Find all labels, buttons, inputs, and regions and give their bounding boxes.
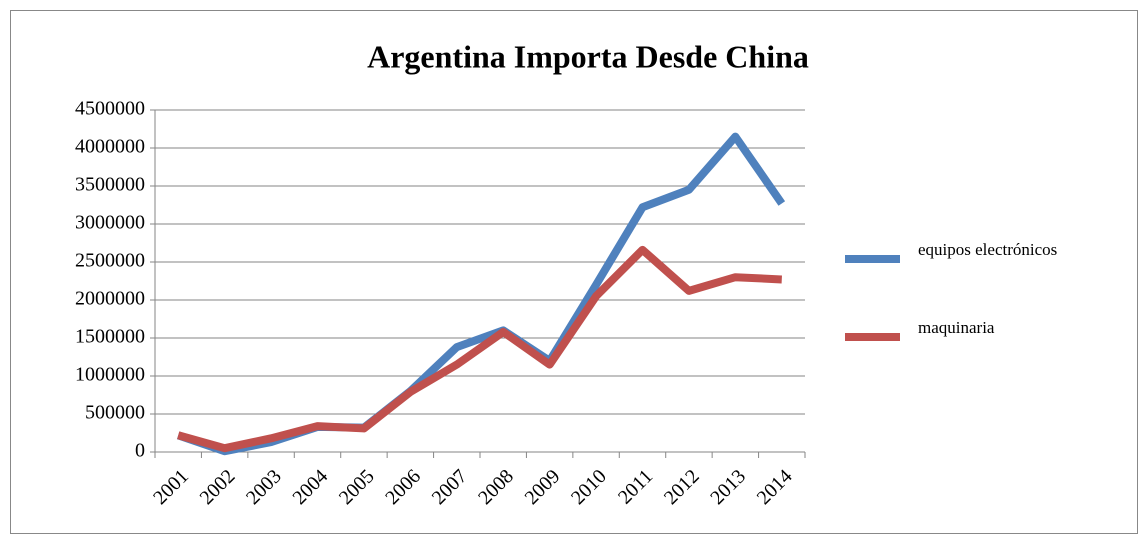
- line-series: [177, 245, 782, 453]
- y-tick-label: 2000000: [75, 288, 145, 310]
- y-tick-label: 1000000: [75, 364, 145, 386]
- legend-label: equipos electrónicos: [918, 240, 1057, 259]
- y-tick-label: 3500000: [75, 174, 145, 196]
- y-tick-label: 4500000: [75, 98, 145, 120]
- chart-frame: [10, 10, 1138, 534]
- legend-label: maquinaria: [918, 318, 995, 337]
- y-tick-label: 3000000: [75, 212, 145, 234]
- chart-title: Argentina Importa Desde China: [367, 38, 809, 74]
- y-tick-label: 2500000: [75, 250, 145, 272]
- y-tick-label: 0: [135, 440, 145, 462]
- y-tick-label: 4000000: [75, 136, 145, 158]
- y-tick-label: 1500000: [75, 326, 145, 348]
- y-tick-label: 500000: [85, 402, 145, 424]
